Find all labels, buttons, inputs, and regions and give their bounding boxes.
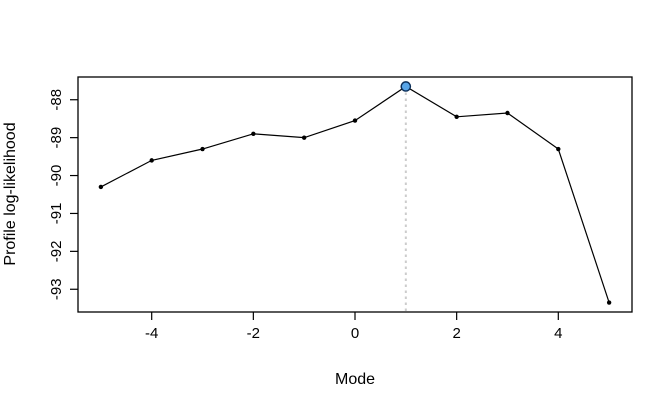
plot-area: -4 -2 0 2 4 -88 -89 -90 -91 -92 -93 bbox=[48, 76, 633, 342]
y-tick-label: -92 bbox=[48, 241, 65, 263]
data-point bbox=[556, 146, 561, 152]
y-tick-label: -91 bbox=[48, 203, 65, 225]
data-point bbox=[352, 118, 358, 123]
y-tick-label: -90 bbox=[48, 165, 65, 187]
data-point bbox=[301, 135, 307, 140]
data-point bbox=[505, 110, 510, 116]
data-point bbox=[454, 114, 459, 119]
x-tick-label: 0 bbox=[351, 325, 359, 342]
data-point bbox=[98, 184, 104, 190]
data-point bbox=[149, 158, 154, 163]
mle-highlight-point bbox=[400, 81, 412, 92]
y-tick-label: -93 bbox=[48, 278, 65, 300]
y-axis-title: Profile log-likelihood bbox=[2, 122, 19, 265]
y-tick-label: -89 bbox=[48, 127, 65, 149]
plot-box bbox=[77, 76, 633, 313]
y-tick-label: -88 bbox=[48, 89, 65, 111]
x-tick-label: -4 bbox=[145, 325, 158, 342]
data-point bbox=[606, 300, 612, 305]
data-point bbox=[200, 146, 205, 152]
x-axis-title: Mode bbox=[335, 371, 375, 388]
data-point bbox=[251, 131, 256, 137]
x-tick-label: 4 bbox=[554, 325, 562, 342]
x-tick-label: -2 bbox=[247, 325, 260, 342]
x-tick-label: 2 bbox=[452, 325, 460, 342]
